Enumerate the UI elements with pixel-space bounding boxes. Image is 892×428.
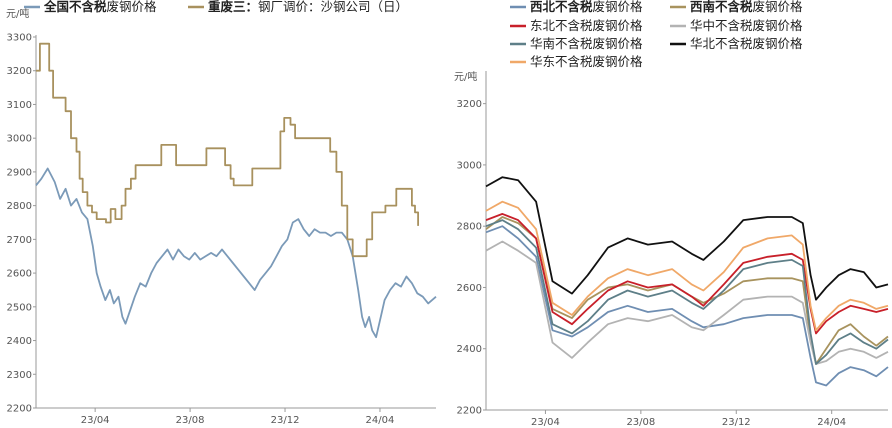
legend-label-rest: 华南不含税废钢价格 [530,36,643,51]
y-tick-label: 2500 [7,302,32,313]
legend-label-bold: 重废三： [208,0,258,14]
y-tick-label: 3000 [7,134,32,145]
y-tick-label: 3100 [7,100,32,111]
y-tick-label: 2700 [7,235,32,246]
y-tick-label: 2900 [7,167,32,178]
legend-label-rest: 华北不含税废钢价格 [690,36,803,51]
series-line-2 [485,216,889,365]
legend-label-bold: 全国不含税 [43,0,107,14]
legend-label-rest: 华中不含税废钢价格 [690,18,803,33]
y-tick-label: 3200 [457,99,482,110]
y-tick-label: 2800 [457,222,482,233]
series-line-4 [485,240,889,365]
legend-label-rest: 钢厂调价：沙钢公司（日） [258,0,408,14]
x-tick-label: 23/12 [722,417,751,428]
series-line-6 [485,176,889,301]
y-axis-unit-label: 元/吨 [6,7,29,20]
y-tick-label: 2400 [457,344,482,355]
legend-label-rest: 华东不含税废钢价格 [530,54,643,69]
right-chart: 2200 2400 2600 2800 3000 3200 23/04 23/08 23/12 2… [454,0,889,428]
y-tick-label: 2600 [7,269,32,280]
y-tick-label: 2200 [457,406,482,417]
x-tick-label: 24/04 [817,417,846,428]
y-tick-label: 3200 [7,66,32,77]
x-tick-label: 23/12 [271,415,300,426]
series-line-5 [485,219,889,365]
y-tick-label: 2300 [7,370,32,381]
legend-label-bold: 西南不含税 [690,0,753,14]
x-tick-label: 23/04 [81,415,110,426]
y-tick-label: 2400 [7,336,32,347]
x-tick-label: 24/04 [366,415,395,426]
legend-label: 西南不含税废钢价格 [690,0,803,14]
y-tick-label: 2600 [457,283,482,294]
legend-label: 东北不含税废钢价格 [530,18,643,33]
x-tick-label: 23/04 [531,417,560,428]
legend-label: 华中不含税废钢价格 [690,18,803,33]
legend-label: 重废三：钢厂调价：沙钢公司（日） [208,0,408,14]
legend-label-rest: 废钢价格 [107,0,158,14]
y-tick-label: 2200 [7,404,32,415]
series-line-7 [485,200,889,332]
legend-label: 华东不含税废钢价格 [530,54,643,69]
legend-label: 全国不含税废钢价格 [43,0,157,14]
left-chart: 2200 2300 2400 2500 2600 2700 2800 2900 3000 3100… [6,0,437,426]
legend-label-rest: 东北不含税废钢价格 [530,18,643,33]
legend-label: 华南不含税废钢价格 [530,36,643,51]
legend-label: 西北不含税废钢价格 [530,0,643,14]
legend-label-rest: 废钢价格 [593,0,644,14]
series-line-1 [485,225,889,387]
series-line-2 [36,42,419,258]
series-line-1 [35,167,437,339]
series-line-3 [485,213,889,335]
legend-label-bold: 西北不含税 [530,0,593,14]
y-axis-unit-label: 元/吨 [454,70,477,83]
x-tick-label: 23/08 [626,417,655,428]
y-tick-label: 2800 [7,201,32,212]
legend-label-rest: 废钢价格 [753,0,804,14]
legend-label: 华北不含税废钢价格 [690,36,803,51]
y-tick-label: 3000 [457,160,482,171]
y-tick-label: 3300 [7,33,32,44]
x-tick-label: 23/08 [176,415,205,426]
